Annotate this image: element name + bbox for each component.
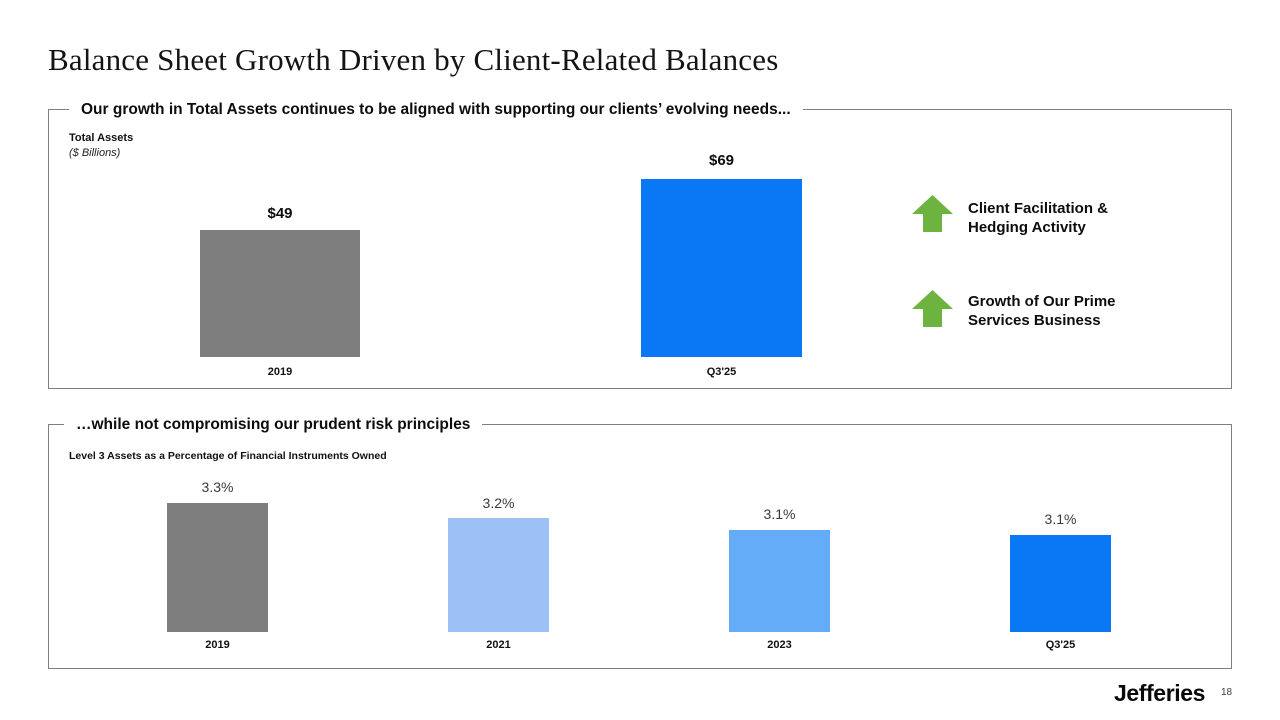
bar-total-assets-q325: [641, 179, 802, 357]
pct-label-q325: 3.1%: [1044, 511, 1077, 527]
level3-assets-panel: …while not compromising our prudent risk…: [48, 415, 1232, 669]
bar-level3-q325: [1010, 535, 1111, 632]
bar-level3-2019: [167, 503, 268, 632]
page-title: Balance Sheet Growth Driven by Client-Re…: [48, 42, 779, 77]
bar-level3-2021: [448, 518, 549, 632]
pct-label-2019: 3.3%: [201, 479, 234, 495]
up-arrow-icon: [912, 195, 953, 232]
chart-title-level3: Level 3 Assets as a Percentage of Financ…: [69, 450, 387, 462]
pct-label-2021: 3.2%: [482, 495, 515, 511]
pct-label-2023: 3.1%: [763, 506, 796, 522]
page-number: 18: [1221, 687, 1233, 698]
x-tick-2019: 2019: [267, 366, 293, 378]
x-tick-2019: 2019: [205, 639, 230, 651]
level3-panel-header: …while not compromising our prudent risk…: [64, 415, 483, 434]
callout-client-facilitation: Client Facilitation & Hedging Activity: [968, 199, 1108, 237]
jefferies-logo: Jefferies: [1114, 680, 1206, 706]
x-tick-2021: 2021: [486, 639, 511, 651]
total-assets-panel: Our growth in Total Assets continues to …: [48, 100, 1232, 389]
bar-level3-2023: [729, 530, 830, 632]
chart-units-label: ($ Billions): [69, 147, 121, 159]
chart-title-total-assets: Total Assets ($ Billions): [69, 131, 133, 161]
up-arrow-icon: [912, 290, 953, 327]
callout-line: Growth of Our Prime: [968, 293, 1116, 310]
callout-prime-services: Growth of Our Prime Services Business: [968, 292, 1116, 330]
bar-value-label-q325: $69: [708, 152, 735, 169]
chart-title-text: Total Assets: [69, 132, 134, 144]
bar-value-label-2019: $49: [267, 205, 293, 222]
total-assets-panel-header: Our growth in Total Assets continues to …: [69, 100, 803, 119]
x-tick-q325: Q3'25: [706, 366, 737, 378]
callout-line: Hedging Activity: [968, 219, 1086, 236]
bar-total-assets-2019: [200, 230, 360, 357]
x-tick-q325: Q3'25: [1045, 639, 1076, 651]
x-tick-2023: 2023: [767, 639, 792, 651]
callout-line: Services Business: [968, 312, 1101, 329]
callout-line: Client Facilitation &: [968, 200, 1109, 217]
